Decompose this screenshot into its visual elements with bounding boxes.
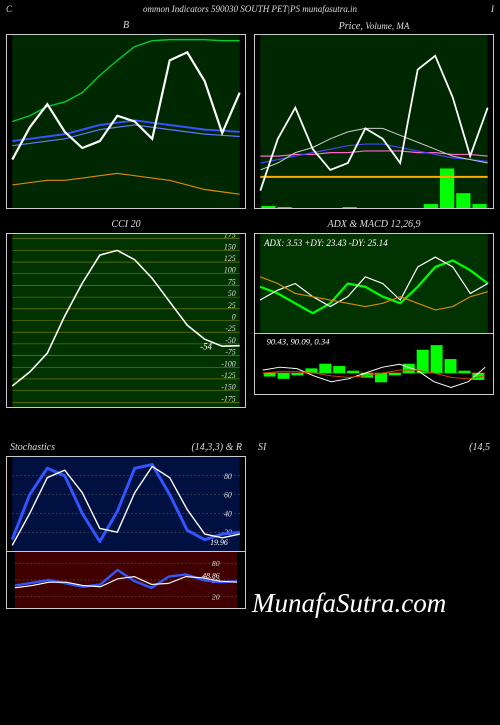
svg-text:150: 150 xyxy=(224,242,236,251)
header-trail: I xyxy=(491,4,494,14)
page-header: C ommon Indicators 590030 SOUTH PET|PS m… xyxy=(0,0,500,18)
svg-text:100: 100 xyxy=(224,266,236,275)
rsi-title-left: SI xyxy=(258,440,266,456)
stochastics-panel: Stochastics (14,3,3) & R 80 60 40 20 19.96 8… xyxy=(6,440,246,609)
adxmacd-title: ADX & MACD 12,26,9 xyxy=(254,217,494,233)
svg-text:-54: -54 xyxy=(200,342,212,352)
svg-text:-125: -125 xyxy=(221,371,236,380)
svg-text:-50: -50 xyxy=(225,336,236,345)
svg-text:-100: -100 xyxy=(221,359,236,368)
stochastics-bottom-chart: 80502048.86 xyxy=(6,551,246,609)
svg-text:-175: -175 xyxy=(221,394,236,403)
svg-text:125: 125 xyxy=(224,254,236,263)
header-lead: C xyxy=(6,4,12,14)
cci-title: CCI 20 xyxy=(6,217,246,233)
svg-text:0: 0 xyxy=(232,313,236,322)
svg-text:40: 40 xyxy=(224,509,232,518)
svg-text:-150: -150 xyxy=(221,383,236,392)
svg-text:ADX: 3.53 +DY: 23.43 -DY: 25.1: ADX: 3.53 +DY: 23.43 -DY: 25.14 xyxy=(263,238,388,248)
stoch-title-right: (14,3,3) & R xyxy=(191,440,242,456)
svg-text:75: 75 xyxy=(228,277,236,286)
stochastics-top-chart: 8060402019.96 xyxy=(6,456,246,551)
rsi-panel: SI (14,5 xyxy=(254,440,494,609)
pricema-title-main: Price, xyxy=(339,21,363,32)
header-title: ommon Indicators 590030 SOUTH PET|PS mun… xyxy=(143,4,357,14)
svg-text:-25: -25 xyxy=(225,324,236,333)
svg-text:48.86: 48.86 xyxy=(202,571,220,580)
pricema-title: Price, Volume, MA xyxy=(254,18,494,34)
bollinger-panel: B xyxy=(6,18,246,209)
adx-chart: ADX: 3.53 +DY: 23.43 -DY: 25.14 xyxy=(254,233,494,333)
cci-chart: 175 150 125 100 75 50 25 0 -25 -50 -75 -100 -125 -150… xyxy=(6,233,246,408)
rsi-title: SI (14,5 xyxy=(254,440,494,456)
macd-chart: 90.43, 90.09, 0.34 xyxy=(254,333,494,395)
svg-text:80: 80 xyxy=(224,472,232,481)
svg-text:175: 175 xyxy=(224,233,236,240)
svg-text:25: 25 xyxy=(228,301,236,310)
bollinger-chart xyxy=(6,34,246,209)
svg-text:50: 50 xyxy=(228,289,236,298)
svg-text:80: 80 xyxy=(212,559,220,568)
pricema-panel: Price, Volume, MA xyxy=(254,18,494,209)
pricema-title-over: Volume, MA xyxy=(365,21,409,31)
svg-text:60: 60 xyxy=(224,491,232,500)
cci-panel: CCI 20 1751501251007550250-25-50-75-100-… xyxy=(6,217,246,408)
stochastics-title: Stochastics (14,3,3) & R xyxy=(6,440,246,456)
svg-text:20: 20 xyxy=(212,593,220,602)
rsi-title-right: (14,5 xyxy=(469,440,490,456)
watermark: MunafaSutra.com xyxy=(252,588,446,619)
svg-text:-75: -75 xyxy=(225,348,236,357)
adxmacd-panel: ADX & MACD 12,26,9 ADX: 3.53 +DY: 23.43 … xyxy=(254,217,494,408)
charts-grid: B Price, Volume, MA CCI 20 175 150 125 100 7… xyxy=(0,18,500,609)
bollinger-title: B xyxy=(6,18,246,34)
svg-text:19.96: 19.96 xyxy=(210,538,228,547)
pricema-chart xyxy=(254,34,494,209)
stoch-title-left: Stochastics xyxy=(10,440,55,456)
svg-text:90.43, 90.09, 0.34: 90.43, 90.09, 0.34 xyxy=(267,337,331,347)
